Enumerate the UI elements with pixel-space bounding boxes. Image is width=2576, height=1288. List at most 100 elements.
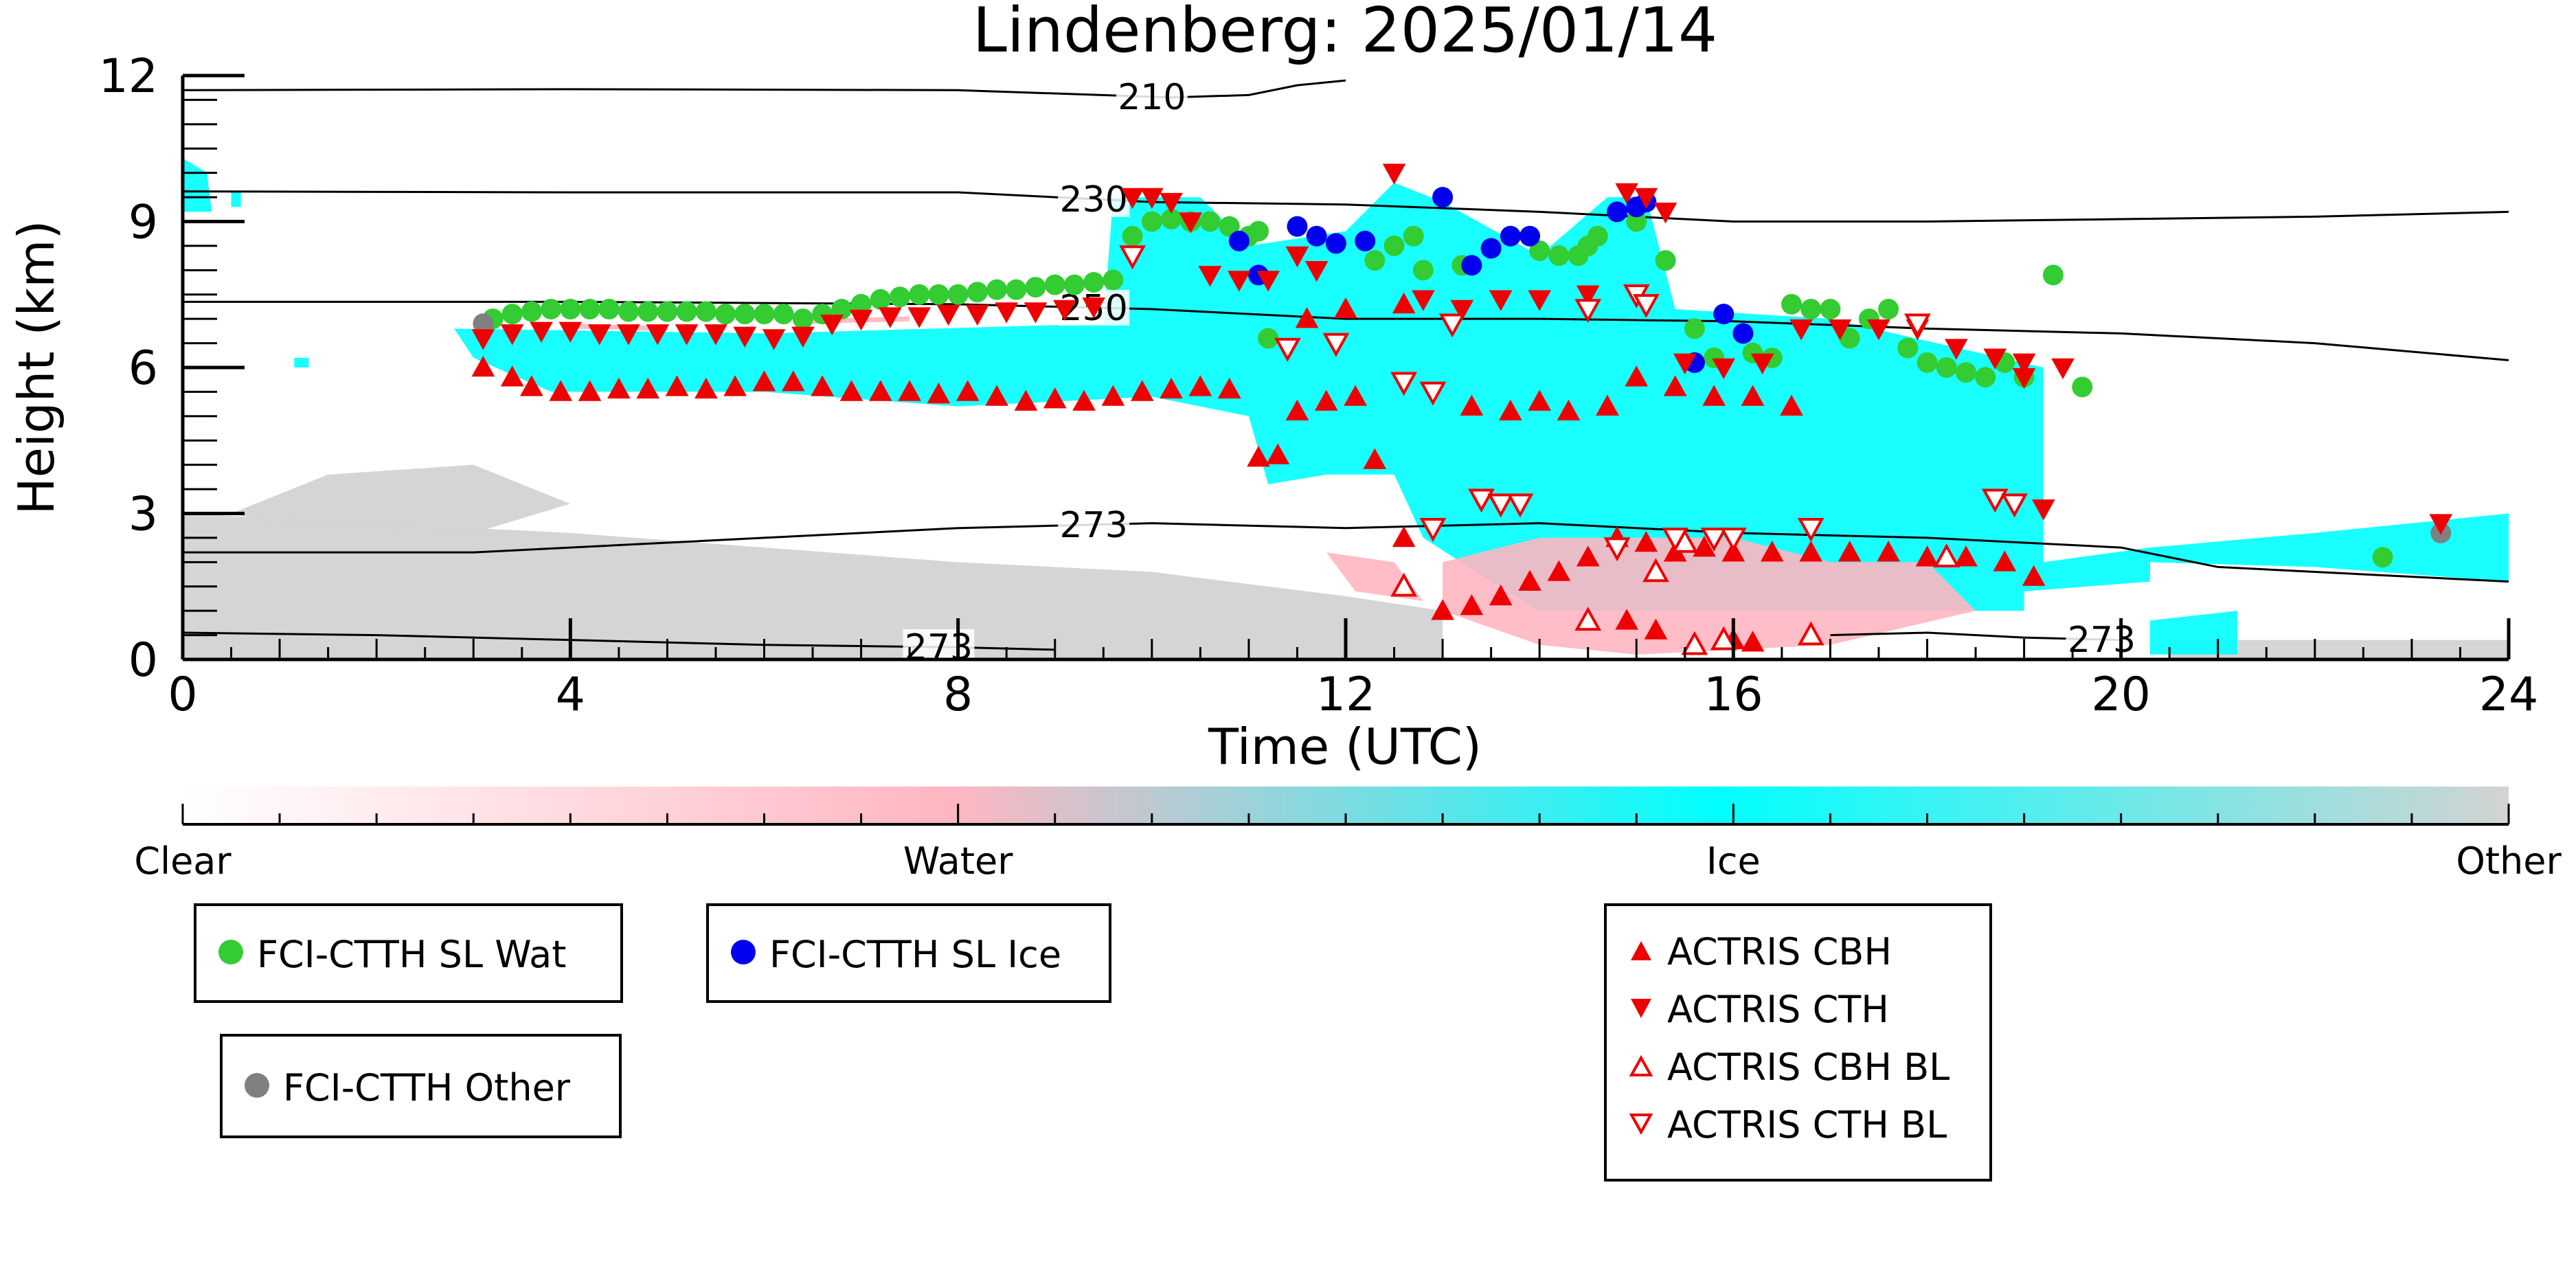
colorbar-label: Other bbox=[2456, 839, 2562, 883]
actris-cbh-point bbox=[1693, 536, 1716, 557]
fci-ctth-sl-wat-point bbox=[1006, 279, 1027, 300]
actris-cth-point bbox=[2012, 368, 2036, 389]
contour-label: 273 bbox=[905, 627, 973, 668]
fci-ctth-sl-wat-point bbox=[1103, 269, 1124, 291]
actris-cbh-point bbox=[1160, 377, 1183, 399]
x-tick-label: 4 bbox=[556, 668, 585, 722]
actris-cbh-point bbox=[578, 380, 602, 401]
actris-cth-bl-point bbox=[1119, 245, 1146, 270]
fci-ctth-sl-ice-point bbox=[1228, 230, 1250, 251]
actris-cth-point bbox=[966, 304, 989, 326]
actris-cbh-point bbox=[1838, 541, 1862, 562]
fci-ctth-other-point bbox=[473, 313, 494, 335]
colorbar-label: Water bbox=[903, 839, 1013, 883]
fci-ctth-sl-wat-point bbox=[560, 299, 581, 319]
data-markers bbox=[471, 163, 2453, 655]
fci-ctth-sl-wat-point bbox=[734, 304, 756, 325]
x-tick-label: 16 bbox=[1704, 668, 1763, 722]
actris-cth-point bbox=[1867, 319, 1890, 341]
actris-cbh-point bbox=[811, 375, 834, 396]
fci-ctth-sl-wat-point bbox=[1781, 293, 1802, 315]
actris-cbh-point bbox=[665, 375, 689, 396]
fci-ctth-sl-ice-point bbox=[1519, 225, 1541, 247]
actris-cbh-point bbox=[1547, 560, 1571, 581]
contour-label-bg bbox=[903, 629, 975, 659]
field-region-ice bbox=[231, 192, 241, 207]
field-region-water bbox=[1443, 537, 1976, 655]
actris-cbh-point bbox=[1489, 584, 1513, 606]
actris-cth-point bbox=[1615, 183, 1638, 205]
actris-cbh-point bbox=[1217, 377, 1241, 399]
y-tick-label: 6 bbox=[128, 341, 158, 396]
actris-cth-point bbox=[587, 324, 611, 346]
actris-cth-bl-point bbox=[1903, 313, 1931, 338]
actris-cbh-point bbox=[1043, 387, 1067, 409]
actris-cth-point bbox=[500, 324, 524, 346]
fci-ctth-sl-wat-point bbox=[928, 284, 949, 305]
actris-cth-point bbox=[530, 321, 553, 343]
fci-ctth-sl-wat-point bbox=[831, 299, 852, 319]
fci-ctth-sl-wat-point bbox=[1684, 318, 1705, 339]
actris-cbh-point bbox=[549, 380, 573, 401]
actris-cth-point bbox=[1634, 188, 1658, 210]
actris-cbh-point bbox=[1498, 399, 1522, 421]
actris-cbh-point bbox=[1615, 609, 1638, 630]
fci-ctth-sl-wat-point bbox=[986, 279, 1008, 300]
actris-cth-point bbox=[1382, 163, 1406, 185]
fci-ctth-sl-wat-point bbox=[1403, 225, 1424, 247]
actris-cth-point bbox=[471, 329, 495, 350]
actris-cth-point bbox=[2031, 499, 2055, 521]
x-tick-label: 8 bbox=[943, 668, 973, 722]
actris-cbh-point bbox=[1392, 292, 1416, 314]
axes: 0 4 8 12 16 20 24 0 3 6 9 12 bbox=[98, 49, 2538, 722]
actris-cbh-point bbox=[636, 377, 660, 399]
chart-title: Lindenberg: 2025/01/14 bbox=[973, 0, 1717, 67]
actris-cth-point bbox=[1082, 297, 1106, 319]
fci-ctth-sl-wat-point bbox=[1219, 216, 1240, 237]
legend-fci-wat: FCI-CTTH SL Wat bbox=[194, 903, 623, 1003]
actris-cth-point bbox=[2429, 514, 2453, 535]
contour-label: 273 bbox=[2068, 620, 2136, 661]
actris-cth-point bbox=[936, 304, 960, 326]
actris-cth-bl-point bbox=[1274, 337, 1301, 362]
actris-cth-point bbox=[675, 324, 699, 346]
fci-ctth-sl-wat-point bbox=[1548, 245, 1570, 267]
fci-ctth-sl-ice-point bbox=[1325, 233, 1346, 254]
y-tick-label: 12 bbox=[98, 49, 158, 104]
actris-cbh-point bbox=[781, 370, 805, 392]
actris-cbh-point bbox=[868, 380, 892, 401]
actris-cth-bl-point bbox=[1390, 372, 1418, 396]
actris-cth-point bbox=[1053, 300, 1076, 321]
actris-cbh-point bbox=[1741, 385, 1765, 406]
actris-cth-bl-point bbox=[1438, 313, 1466, 338]
actris-cbh-bl-point bbox=[1574, 607, 1602, 631]
fci-ctth-sl-ice-point bbox=[1500, 225, 1521, 247]
actris-cbh-point bbox=[1741, 631, 1765, 652]
actris-cth-bl-point bbox=[2001, 493, 2028, 518]
fci-ctth-sl-wat-point bbox=[695, 301, 716, 322]
actris-cth-point bbox=[1653, 203, 1677, 224]
fci-ctth-sl-wat-point bbox=[1258, 328, 1279, 349]
actris-cth-point bbox=[1198, 266, 1222, 287]
fci-ctth-sl-wat-point bbox=[2072, 376, 2093, 398]
fci-ctth-sl-wat-point bbox=[1917, 352, 1938, 373]
triangle-down-filled-icon bbox=[1620, 991, 1662, 1028]
actris-cth-point bbox=[1576, 285, 1600, 306]
y-axis-label: Height (km) bbox=[8, 221, 65, 515]
actris-cbh-point bbox=[956, 380, 980, 401]
fci-ctth-sl-ice-point bbox=[1287, 216, 1308, 237]
actris-cbh-point bbox=[1702, 385, 1726, 406]
legend-label: ACTRIS CBH bbox=[1667, 930, 1892, 973]
fci-ctth-sl-wat-point bbox=[773, 304, 794, 325]
contour-label-bg bbox=[1058, 506, 1130, 543]
actris-cth-point bbox=[1828, 319, 1852, 341]
colorbar-label: Clear bbox=[134, 839, 231, 883]
actris-cbh-bl-point bbox=[1710, 626, 1737, 651]
actris-cbh-point bbox=[1266, 443, 1290, 464]
contour-label-bg bbox=[1116, 78, 1188, 115]
actris-cbh-point bbox=[927, 382, 951, 404]
actris-cbh-point bbox=[985, 385, 1008, 406]
colorbar: Clear Water Ice Other bbox=[134, 787, 2562, 883]
field-region-ice bbox=[183, 158, 212, 212]
